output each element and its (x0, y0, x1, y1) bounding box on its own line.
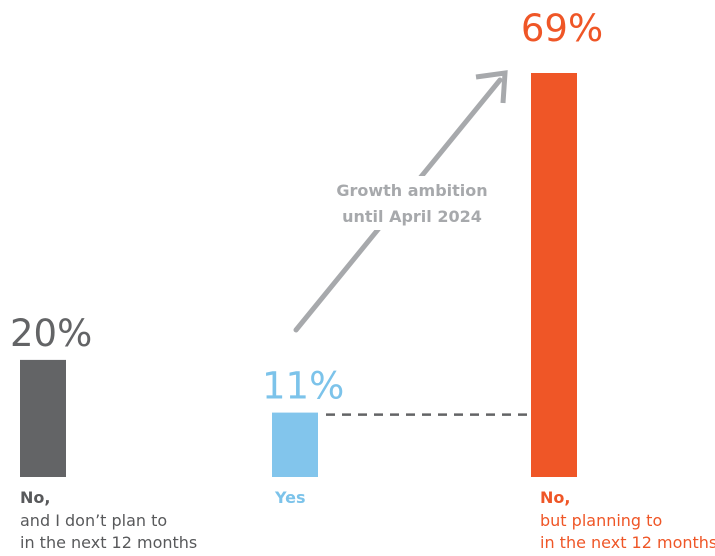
category-subtitle-no-dont-plan-line-1: and I don’t plan to (20, 511, 167, 530)
growth-arrow-head (475, 70, 508, 104)
bar-no-planning (531, 73, 577, 477)
category-subtitle-no-planning-line-2: in the next 12 months (540, 533, 715, 552)
bar-no-dont-plan (20, 359, 66, 477)
value-label-yes: 11% (262, 365, 344, 408)
bar-group-yes: 11% Yes (262, 365, 344, 507)
value-label-no-dont-plan: 20% (10, 312, 92, 355)
value-label-no-planning: 69% (521, 7, 603, 50)
bar-group-no-planning: 69% No, but planning to in the next 12 m… (521, 7, 715, 552)
annotation-line-1: Growth ambition (336, 181, 487, 200)
bar-group-no-dont-plan: 20% No, and I don’t plan to in the next … (10, 312, 197, 552)
category-title-no-dont-plan: No, (20, 488, 50, 507)
category-title-no-planning: No, (540, 488, 570, 507)
annotation-background (328, 176, 496, 230)
category-subtitle-no-planning-line-1: but planning to (540, 511, 662, 530)
category-subtitle-no-dont-plan-line-2: in the next 12 months (20, 533, 197, 552)
category-title-yes: Yes (274, 488, 306, 507)
annotation-line-2: until April 2024 (342, 207, 482, 226)
bar-yes (272, 412, 318, 477)
